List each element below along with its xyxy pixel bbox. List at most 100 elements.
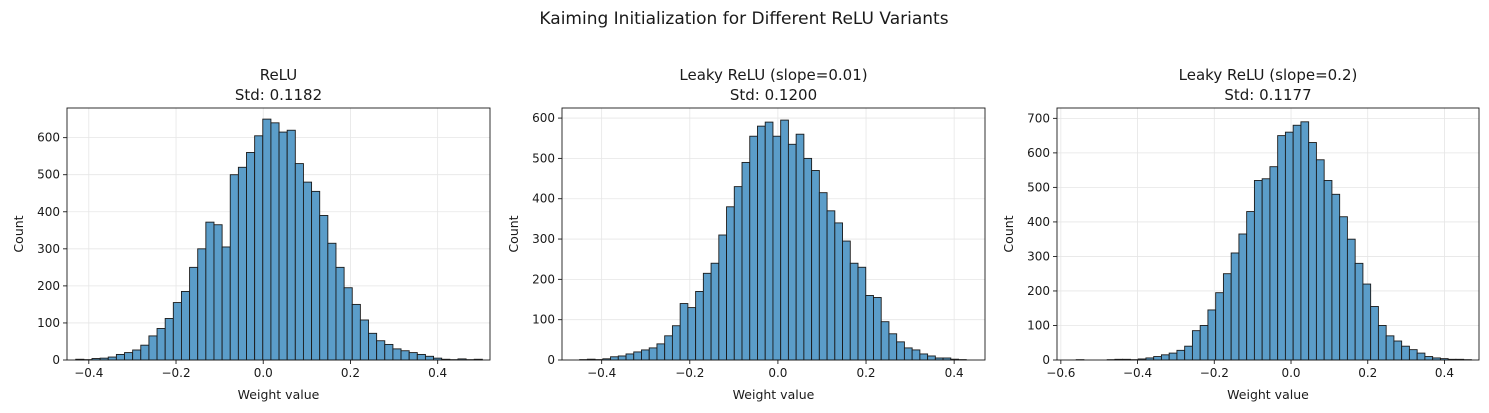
chart-0-subtitle: Std: 0.1182 xyxy=(235,86,322,104)
chart-0-bar-16 xyxy=(205,221,215,361)
chart-1-ytick-label-2: 200 xyxy=(532,272,555,286)
chart-0-title: ReLU xyxy=(260,66,298,84)
chart-0-bar-10 xyxy=(156,328,166,361)
chart-2-xtick-label-3: 0.0 xyxy=(1281,366,1300,380)
chart-1-bar-32 xyxy=(826,210,836,361)
chart-2-xtick-label-0: −0.6 xyxy=(1046,366,1075,380)
chart-1-bar-12 xyxy=(671,325,681,361)
chart-2-bar-10 xyxy=(1153,356,1162,361)
chart-0-bar-32 xyxy=(335,266,345,361)
chart-1-bar-33 xyxy=(834,222,843,361)
chart-1-bar-22 xyxy=(749,135,758,361)
chart-2-bar-32 xyxy=(1323,180,1333,361)
chart-1-bar-37 xyxy=(865,295,874,361)
chart-1-bar-4 xyxy=(610,356,619,361)
chart-0-xtick-label-3: 0.2 xyxy=(341,366,360,380)
chart-0-bar-34 xyxy=(351,303,361,361)
chart-2-xtick-label-2: −0.2 xyxy=(1200,366,1229,380)
chart-1-bar-16 xyxy=(702,272,712,361)
chart-1-bar-43 xyxy=(911,349,921,361)
chart-2-bar-23 xyxy=(1253,180,1263,361)
chart-1-bar-13 xyxy=(679,303,689,361)
chart-1-bar-10 xyxy=(656,343,666,361)
chart-1-xtick-label-4: 0.4 xyxy=(945,366,964,380)
chart-0-bar-31 xyxy=(327,242,337,361)
chart-0-bar-41 xyxy=(408,352,418,361)
chart-1-bar-6 xyxy=(625,353,635,361)
chart-1-xtick-label-1: −0.2 xyxy=(675,366,704,380)
chart-2-bar-17 xyxy=(1207,309,1217,361)
chart-0-bar-20 xyxy=(237,166,247,361)
chart-1-bar-27 xyxy=(787,143,797,361)
chart-0-bar-21 xyxy=(246,152,256,361)
chart-1-bar-19 xyxy=(726,206,735,361)
chart-2-bar-20 xyxy=(1230,252,1240,361)
chart-0-frame xyxy=(66,107,491,361)
chart-2-frame xyxy=(1056,107,1480,361)
chart-0-bar-37 xyxy=(376,340,386,361)
chart-2-bar-38 xyxy=(1370,306,1379,361)
chart-1-bar-45 xyxy=(927,355,936,361)
chart-1-bar-36 xyxy=(857,266,867,361)
chart-0-bar-27 xyxy=(294,163,304,361)
chart-2-bar-21 xyxy=(1238,233,1248,361)
chart-2-ytick-label-2: 200 xyxy=(1027,284,1050,298)
chart-0-bar-24 xyxy=(270,122,280,361)
chart-0-ytick-label-1: 100 xyxy=(37,316,60,330)
chart-1-bar-25 xyxy=(772,135,782,361)
chart-1-bar-11 xyxy=(664,335,673,361)
chart-2-xtick-label-5: 0.4 xyxy=(1435,366,1454,380)
chart-2-bar-33 xyxy=(1331,193,1341,361)
chart-1-ytick-label-0: 0 xyxy=(547,353,555,367)
chart-2-ytick-label-1: 100 xyxy=(1027,318,1050,332)
chart-2-bar-13 xyxy=(1176,349,1186,361)
chart-1-xtick-label-2: 0.0 xyxy=(768,366,787,380)
chart-1-bar-39 xyxy=(880,321,890,361)
chart-0-bar-40 xyxy=(400,350,410,361)
chart-0-bar-33 xyxy=(343,287,353,361)
chart-1-bar-34 xyxy=(842,240,851,361)
chart-1-bar-26 xyxy=(780,119,789,361)
chart-2-ytick-label-4: 400 xyxy=(1027,215,1050,229)
chart-0-bar-29 xyxy=(311,190,321,361)
chart-1-bar-14 xyxy=(687,307,697,361)
chart-0-ylabel: Count xyxy=(11,215,26,252)
chart-1-bar-44 xyxy=(919,353,929,361)
chart-2-bar-42 xyxy=(1401,345,1410,361)
chart-0-ytick-label-4: 400 xyxy=(37,205,60,219)
chart-0-bar-14 xyxy=(189,266,199,361)
chart-1-bar-15 xyxy=(695,291,704,361)
chart-2-bar-30 xyxy=(1308,142,1317,361)
chart-2-bar-43 xyxy=(1408,349,1418,361)
chart-1-bar-29 xyxy=(803,157,813,361)
chart-0-xtick-label-1: −0.2 xyxy=(161,366,190,380)
chart-1-xtick-label-0: −0.4 xyxy=(587,366,616,380)
chart-1-bar-5 xyxy=(617,355,627,361)
chart-1-bar-18 xyxy=(718,234,728,361)
chart-1-bar-30 xyxy=(811,170,820,361)
chart-1-ytick-label-5: 500 xyxy=(532,151,555,165)
chart-0-bar-30 xyxy=(319,215,329,361)
chart-1-bar-24 xyxy=(764,121,774,361)
chart-1-bar-21 xyxy=(741,161,751,361)
chart-2-title: Leaky ReLU (slope=0.2) xyxy=(1179,66,1358,84)
chart-1-ytick-label-6: 600 xyxy=(532,111,555,125)
chart-2-xtick-label-4: 0.2 xyxy=(1358,366,1377,380)
chart-1-bar-9 xyxy=(648,347,658,361)
chart-0-ytick-label-2: 200 xyxy=(37,279,60,293)
chart-2-ytick-label-5: 500 xyxy=(1027,180,1050,194)
chart-0-bar-23 xyxy=(262,118,272,361)
chart-1-ytick-label-3: 300 xyxy=(532,232,555,246)
chart-1-bar-7 xyxy=(633,351,642,361)
chart-1-xlabel: Weight value xyxy=(733,387,815,402)
chart-0-ytick-label-6: 600 xyxy=(37,131,60,145)
chart-0-bar-26 xyxy=(286,129,296,361)
chart-0-bar-43 xyxy=(424,355,435,361)
chart-1-ytick-label-4: 400 xyxy=(532,192,555,206)
chart-0-bar-5 xyxy=(115,353,125,361)
chart-2-ylabel: Count xyxy=(1001,215,1016,252)
chart-2-ytick-label-7: 700 xyxy=(1027,111,1050,125)
chart-0-bar-36 xyxy=(368,332,378,361)
chart-2-bar-36 xyxy=(1354,262,1364,361)
